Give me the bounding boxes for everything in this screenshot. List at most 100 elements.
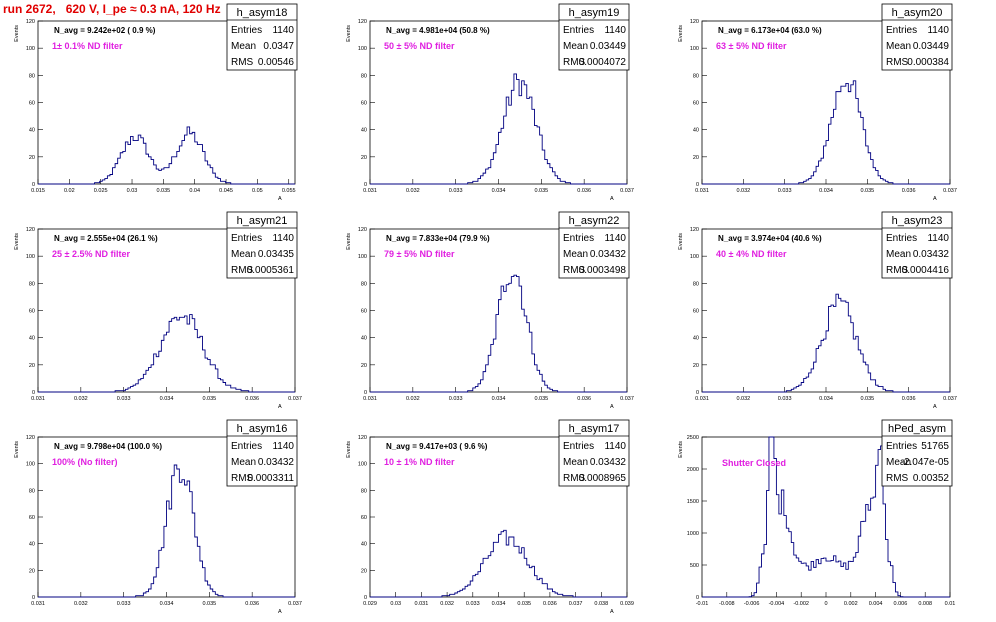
x-tick-label: 0.032 (74, 396, 88, 402)
stats-value: 0.03432 (590, 457, 627, 468)
y-tick-label: 120 (358, 435, 367, 441)
x-tick-label: 0 (824, 601, 827, 607)
x-tick-label: 0.033 (117, 601, 131, 607)
stats-title: h_asym23 (892, 215, 943, 227)
navg-label: N_avg = 7.833e+04 (79.9 %) (386, 234, 490, 243)
y-tick-label: 100 (26, 46, 35, 52)
stats-box (881, 211, 953, 279)
y-tick-label: 0 (32, 390, 35, 396)
y-tick-label: 0 (364, 390, 367, 396)
stats-value: 51765 (921, 441, 949, 452)
stats-title: hPed_asym (888, 423, 946, 435)
x-axis-label: A (610, 404, 614, 410)
x-tick-label: 0.004 (869, 601, 883, 607)
x-tick-label: -0.01 (696, 601, 709, 607)
y-tick-label: 20 (361, 155, 367, 161)
y-tick-label: 60 (29, 515, 35, 521)
stats-key: RMS (886, 265, 909, 276)
x-tick-label: 0.036 (543, 601, 557, 607)
x-tick-label: 0.032 (406, 396, 420, 402)
x-tick-label: 0.04 (189, 188, 200, 194)
stats-box (226, 419, 298, 487)
y-tick-label: 60 (693, 101, 699, 107)
histogram-line (38, 126, 295, 185)
x-tick-label: 0.029 (363, 601, 377, 607)
y-tick-label: 20 (361, 363, 367, 369)
y-tick-label: 40 (361, 336, 367, 342)
histogram-panel-h_asym19: 0 20 40 60 80 100 120 0.031 0.032 0.033 0.034 0.035… (346, 3, 634, 202)
x-tick-label: 0.015 (31, 188, 45, 194)
x-tick-label: 0.037 (620, 396, 634, 402)
stats-value: 1140 (272, 441, 294, 452)
x-tick-label: 0.031 (31, 396, 45, 402)
x-tick-label: 0.038 (594, 601, 608, 607)
filter-label: 40 ± 4% ND filter (716, 249, 787, 259)
histogram-line (702, 436, 950, 598)
x-tick-label: 0.032 (406, 188, 420, 194)
stats-key: Entries (231, 441, 262, 452)
x-tick-label: 0.033 (117, 396, 131, 402)
x-tick-label: 0.037 (288, 396, 302, 402)
navg-label: N_avg = 6.173e+04 (63.0 %) (718, 26, 822, 35)
page-title: run 2672, 620 V, I_pe ≈ 0.3 nA, 120 Hz (3, 2, 221, 16)
histogram-line (702, 80, 950, 185)
stats-key: Entries (563, 233, 594, 244)
y-tick-label: 100 (26, 254, 35, 260)
stats-value: -2.047e-05 (901, 457, 950, 468)
filter-label: Shutter Closed (722, 458, 786, 468)
stats-value: 0.03435 (258, 249, 295, 260)
y-tick-label: 40 (693, 128, 699, 134)
x-tick-label: 0.055 (282, 188, 296, 194)
stats-value: 0.0003498 (579, 265, 627, 276)
x-tick-label: 0.035 (534, 396, 548, 402)
filter-label: 50 ± 5% ND filter (384, 41, 455, 51)
stats-value: 1140 (604, 441, 626, 452)
y-tick-label: 1500 (687, 499, 699, 505)
x-tick-label: 0.034 (160, 396, 174, 402)
y-tick-label: 20 (361, 568, 367, 574)
stats-value: 0.03449 (913, 41, 950, 52)
x-tick-label: 0.03 (390, 601, 401, 607)
navg-label: N_avg = 9.242e+02 ( 0.9 %) (54, 26, 156, 35)
x-tick-label: 0.031 (31, 601, 45, 607)
stats-box (881, 419, 953, 487)
x-tick-label: 0.032 (736, 188, 750, 194)
stats-title: h_asym18 (237, 7, 288, 19)
stats-key: Mean (231, 249, 256, 260)
y-tick-label: 80 (29, 73, 35, 79)
histogram-panel-h_asym23: 0 20 40 60 80 100 120 0.031 0.032 0.033 0.034 0.035… (678, 211, 957, 410)
stats-title: h_asym19 (569, 7, 620, 19)
x-tick-label: 0.035 (156, 188, 170, 194)
x-tick-label: 0.035 (534, 188, 548, 194)
x-tick-label: 0.032 (74, 601, 88, 607)
x-tick-label: 0.037 (620, 188, 634, 194)
x-tick-label: -0.002 (793, 601, 809, 607)
x-tick-label: 0.032 (440, 601, 454, 607)
navg-label: N_avg = 4.981e+04 (50.8 %) (386, 26, 490, 35)
y-tick-label: 120 (26, 227, 35, 233)
x-axis-label: A (610, 196, 614, 202)
y-tick-label: 120 (26, 435, 35, 441)
x-tick-label: -0.008 (719, 601, 735, 607)
filter-label: 63 ± 5% ND filter (716, 41, 787, 51)
x-tick-label: 0.034 (819, 396, 833, 402)
x-tick-label: -0.004 (769, 601, 785, 607)
x-tick-label: 0.02 (64, 188, 75, 194)
x-tick-label: 0.033 (449, 396, 463, 402)
stats-value: 1140 (604, 233, 626, 244)
histogram-panel-h_asym22: 0 20 40 60 80 100 120 0.031 0.032 0.033 0.034 0.035… (346, 211, 634, 410)
stats-key: RMS (563, 57, 586, 68)
y-tick-label: 20 (693, 155, 699, 161)
histogram-line (370, 529, 627, 598)
y-tick-label: 20 (29, 363, 35, 369)
stats-box (558, 211, 630, 279)
histogram-panel-h_asym18: 0 20 40 60 80 100 120 0.015 0.02 0.025 0.03 0.035 0.… (14, 3, 298, 202)
stats-key: Mean (886, 249, 911, 260)
y-tick-label: 60 (29, 309, 35, 315)
y-tick-label: 2500 (687, 435, 699, 441)
stats-key: Entries (231, 233, 262, 244)
y-tick-label: 100 (26, 462, 35, 468)
stats-value: 0.0004416 (902, 265, 950, 276)
x-tick-label: 0.032 (736, 396, 750, 402)
